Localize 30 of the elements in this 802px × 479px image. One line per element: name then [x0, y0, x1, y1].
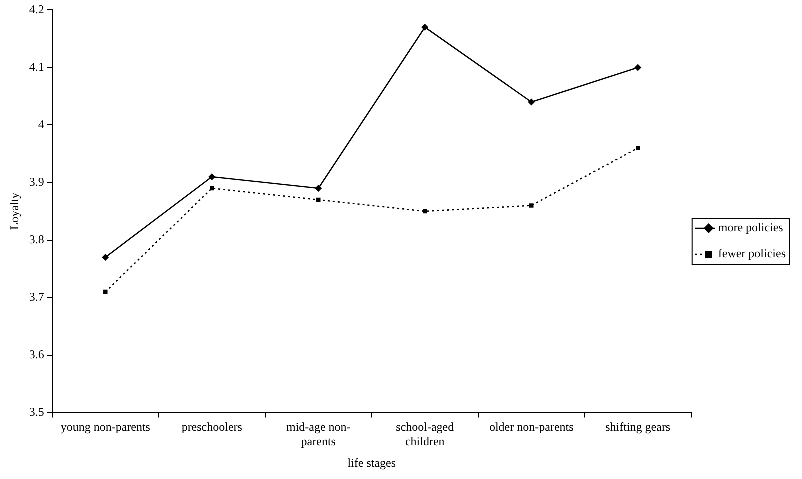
x-axis-title: life stages	[348, 456, 396, 470]
point	[423, 209, 428, 214]
point	[208, 173, 216, 180]
point	[636, 146, 640, 150]
x-tick-label: school-aged children	[396, 420, 454, 449]
x-tick-label: mid-age non-parents	[286, 420, 351, 449]
y-tick-label: 4.2	[29, 2, 44, 16]
y-tick-label: 3.8	[29, 232, 44, 246]
point	[528, 98, 536, 106]
legend-label: more policies	[718, 220, 784, 235]
point	[102, 254, 110, 262]
x-tick-label: older non-parents	[489, 420, 574, 434]
x-tick-label: young non-parents	[60, 420, 151, 434]
x-tick-label: preschoolers	[182, 420, 243, 434]
y-tick-label: 3.9	[29, 174, 44, 189]
point	[530, 204, 534, 208]
point	[634, 64, 642, 72]
legend-label: fewer policies	[718, 246, 786, 261]
point	[316, 198, 321, 202]
point	[315, 184, 322, 192]
point	[104, 290, 108, 294]
y-tick-label: 3.7	[29, 290, 44, 304]
point	[210, 186, 214, 191]
y-tick-label: 4	[38, 117, 44, 132]
y-tick-label: 3.6	[29, 347, 44, 362]
y-axis-title: Loyalty	[7, 192, 22, 230]
y-tick-label: 3.5	[29, 404, 44, 419]
y-tick-label: 4.1	[29, 60, 44, 74]
point	[422, 24, 429, 31]
x-tick-label: shifting gears	[606, 420, 671, 434]
